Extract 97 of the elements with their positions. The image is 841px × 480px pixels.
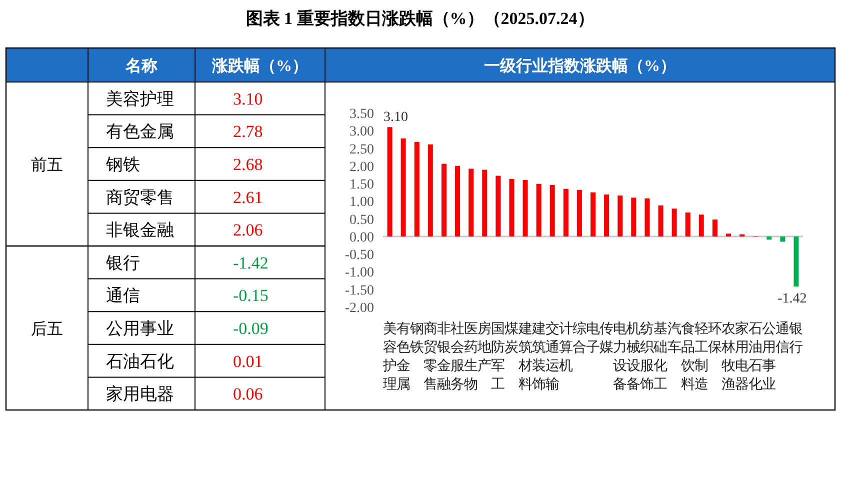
bar xyxy=(482,170,488,236)
y-tick-label: 2.50 xyxy=(350,142,374,158)
x-tick-label: 食品饮料 xyxy=(680,321,695,392)
x-tick-label: 纺织服饰 xyxy=(639,321,654,392)
text: -1.42 xyxy=(233,253,268,272)
bar xyxy=(780,236,786,242)
x-tick-label: 通信 xyxy=(776,321,790,356)
x-tick-label: 国防军工 xyxy=(491,322,506,392)
bar xyxy=(766,236,772,240)
y-tick-label: -1.50 xyxy=(344,283,374,298)
y-tick-label: 2.00 xyxy=(350,160,374,175)
x-tick-label: 综合 xyxy=(572,321,586,356)
bar xyxy=(441,164,446,236)
y-tick-label: -0.50 xyxy=(344,248,374,264)
x-tick-label: 汽车 xyxy=(667,321,682,356)
y-tick-label: 0.50 xyxy=(350,212,374,228)
bar xyxy=(712,220,718,236)
bar xyxy=(658,205,664,236)
bar xyxy=(794,236,799,287)
text: 前五 xyxy=(31,156,63,174)
x-tick-label: 非银金融 xyxy=(436,321,451,392)
x-tick-label: 社会服务 xyxy=(450,321,465,392)
y-tick-label: -1.00 xyxy=(344,266,374,281)
x-tick-label: 基础化工 xyxy=(652,321,668,392)
x-tick-label: 建筑材料 xyxy=(517,321,532,392)
bar xyxy=(400,138,406,236)
x-tick-label: 计算机 xyxy=(558,321,573,374)
category-label: 钢铁 xyxy=(105,155,140,174)
bar xyxy=(604,194,610,236)
bar xyxy=(387,127,392,236)
text: 2.78 xyxy=(233,122,263,142)
bar xyxy=(631,198,636,236)
bar xyxy=(576,190,582,236)
x-tick-label: 有色金属 xyxy=(396,321,410,392)
bar xyxy=(698,214,704,236)
text: -0.09 xyxy=(233,319,268,338)
bar xyxy=(672,208,677,236)
x-tick-label: 钢铁 xyxy=(408,321,424,356)
text: 后五 xyxy=(31,320,63,338)
x-tick-label: 公用事业 xyxy=(762,321,776,392)
bar xyxy=(522,180,528,236)
y-tick-label: 1.00 xyxy=(350,195,374,210)
bar xyxy=(550,184,555,236)
text: 2.61 xyxy=(233,188,263,207)
bar xyxy=(726,234,731,236)
x-tick-label: 房地产 xyxy=(476,321,492,374)
bar xyxy=(455,166,460,236)
x-tick-label: 机械设备 xyxy=(626,321,641,392)
category-label: 商贸零售 xyxy=(106,188,174,207)
data-label: -1.42 xyxy=(778,292,807,307)
y-tick-label: -2.00 xyxy=(344,301,374,316)
bar xyxy=(536,184,542,236)
bar xyxy=(618,196,623,236)
y-tick-label: 0.00 xyxy=(350,230,374,246)
bar xyxy=(644,198,650,236)
x-tick-label: 银行 xyxy=(788,321,804,356)
text: 0.06 xyxy=(233,384,263,404)
y-tick-label: 3.00 xyxy=(350,124,374,140)
text: -0.15 xyxy=(233,286,268,306)
text: 名称 xyxy=(124,57,158,75)
bar xyxy=(685,212,690,236)
x-tick-label: 医药生物 xyxy=(464,322,478,392)
x-tick-label: 商贸零售 xyxy=(423,321,438,392)
category-label: 有色金属 xyxy=(106,122,174,142)
y-tick-label: 1.50 xyxy=(350,178,374,193)
category-label: 非银金融 xyxy=(106,220,174,240)
text: 2.68 xyxy=(233,155,263,174)
category-label: 通信 xyxy=(106,286,140,306)
x-tick-label: 轻工制造 xyxy=(694,321,708,392)
x-tick-label: 家用电器 xyxy=(735,321,750,392)
bar xyxy=(468,168,474,236)
text: 0.01 xyxy=(233,352,263,371)
x-tick-label: 电力设备 xyxy=(613,321,628,392)
text: 涨跌幅（%） xyxy=(211,57,308,75)
bar xyxy=(509,178,514,236)
x-tick-label: 农林牧渔 xyxy=(720,321,736,392)
text: 图表 1 重要指数日涨跌幅（%）（2025.07.24） xyxy=(246,9,594,28)
y-tick-label: 3.50 xyxy=(350,107,374,122)
x-tick-label: 煤炭 xyxy=(504,321,519,356)
bar xyxy=(590,192,596,236)
bar xyxy=(414,142,420,236)
x-tick-label: 石油石化 xyxy=(748,322,763,392)
data-label: 3.10 xyxy=(384,110,408,126)
x-tick-label: 交通运输 xyxy=(545,321,560,392)
bar xyxy=(563,188,568,236)
category-label: 美容护理 xyxy=(106,89,174,108)
x-tick-label: 电子 xyxy=(586,321,600,356)
x-tick-label: 建筑装饰 xyxy=(530,321,546,392)
text: 3.10 xyxy=(233,89,263,108)
x-tick-label: 环保 xyxy=(708,322,722,356)
bar xyxy=(428,144,433,236)
category-label: 银行 xyxy=(105,253,140,272)
x-tick-label: 美容护理 xyxy=(382,321,397,392)
chart-title: 一级行业指数涨跌幅（%） xyxy=(484,57,676,75)
x-tick-label: 传媒 xyxy=(600,321,614,356)
text: 2.06 xyxy=(233,220,263,240)
bar xyxy=(496,176,501,236)
